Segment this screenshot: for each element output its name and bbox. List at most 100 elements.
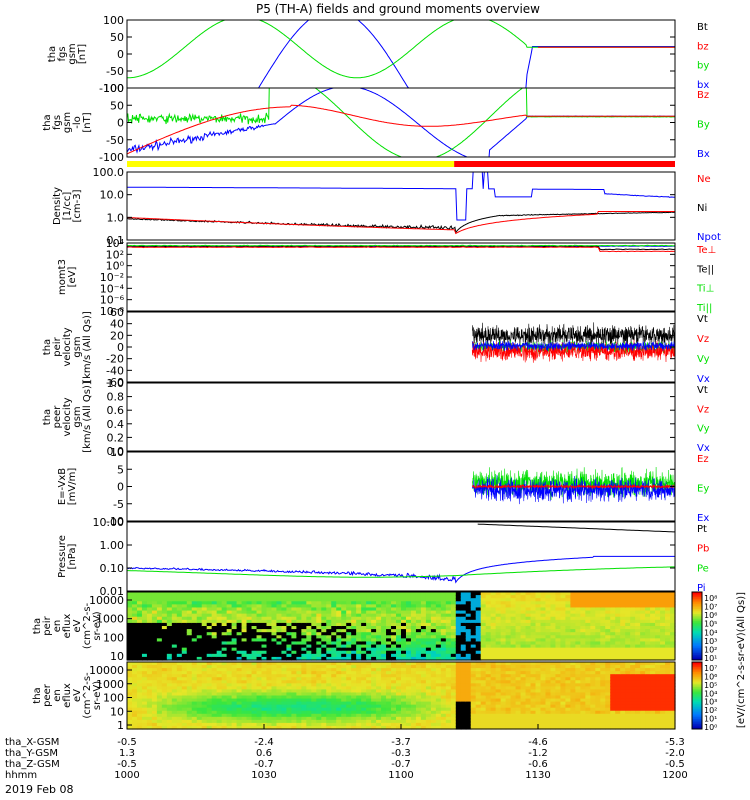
heatmap-cell [131,674,138,678]
heatmap-cell [490,616,497,621]
heatmap-cell [575,704,581,709]
heatmap-cell [176,689,183,694]
heatmap-cell [231,725,238,730]
heatmap-cell [610,638,616,643]
heatmap-cell [401,592,407,596]
heatmap-cell [430,665,437,669]
heatmap-cell [186,710,193,715]
heatmap-cell [455,674,462,678]
heatmap-cell [650,616,656,621]
heatmap-cell [301,638,307,643]
heatmap-cell [520,619,527,624]
heatmap-cell [665,601,671,605]
heatmap-cell [525,626,532,630]
heatmap-cell [366,616,372,621]
heatmap-cell [465,683,472,687]
heatmap-cell [585,638,591,643]
heatmap-cell [540,680,547,684]
heatmap-cell [545,656,552,661]
heatmap-cell [610,719,616,724]
heatmap-cell [570,607,576,612]
heatmap-cell [376,650,382,655]
heatmap-cell [321,719,327,724]
heatmap-cell [186,695,193,700]
heatmap-cell [331,722,337,727]
heatmap-cell [396,707,402,712]
heatmap-cell [535,671,542,675]
heatmap-cell [336,719,342,724]
heatmap-cell [341,610,347,615]
heatmap-cell [186,674,193,678]
heatmap-cell [595,598,601,602]
heatmap-cell [271,595,278,599]
heatmap-cell [236,592,243,596]
heatmap-cell [261,665,268,669]
heatmap-cell [226,595,233,599]
heatmap-cell [450,641,457,646]
trace-E2 [471,483,675,490]
heatmap-cell [630,629,636,633]
heatmap-cell [291,616,297,621]
heatmap-cell [231,656,238,661]
heatmap-cell [206,668,213,672]
heatmap-cell [475,629,482,633]
heatmap-cell [420,674,427,678]
heatmap-cell [336,622,342,627]
heatmap-cell [127,641,133,646]
heatmap-cell [470,610,477,615]
heatmap-cell [371,677,377,681]
heatmap-cell [495,716,502,721]
heatmap-cell [191,674,198,678]
heatmap-cell [336,701,342,706]
heatmap-cell [161,689,168,694]
heatmap-cell [525,677,532,681]
heatmap-cell [435,650,442,655]
heatmap-cell [470,665,477,669]
heatmap-cell [211,626,218,630]
heatmap-cell [296,719,302,724]
heatmap-cell [196,595,203,599]
heatmap-cell [216,616,223,621]
heatmap-cell [610,680,616,684]
heatmap-cell [605,668,611,672]
heatmap-cell [201,716,208,721]
heatmap-cell [131,604,138,609]
heatmap-cell [580,598,586,602]
heatmap-cell [405,710,412,715]
heatmap-cell [490,692,497,697]
heatmap-cell [635,704,641,709]
heatmap-cell [316,592,322,596]
heatmap-cell [236,626,243,630]
heatmap-cell [206,607,213,612]
ytick-label: 10⁴ [106,237,125,250]
heatmap-cell [490,716,497,721]
heatmap-cell [480,647,487,652]
heatmap-cell [306,616,312,621]
heatmap-cell [445,689,452,694]
heatmap-cell [455,610,462,615]
heatmap-cell [445,665,452,669]
heatmap-cell [291,601,297,605]
heatmap-cell [386,692,392,697]
heatmap-cell [615,592,621,596]
heatmap-cell [420,671,427,675]
heatmap-cell [266,695,273,700]
heatmap-cell [361,701,367,706]
heatmap-cell [386,635,392,639]
heatmap-cell [336,629,342,633]
heatmap-cell [550,598,557,602]
heatmap-cell [420,626,427,630]
heatmap-cell [635,604,641,609]
heatmap-cell [610,674,616,678]
heatmap-cell [520,722,527,727]
ylabel-line: eflux [62,614,73,639]
heatmap-cell [510,601,517,605]
heatmap-cell [565,647,571,652]
heatmap-cell [490,604,497,609]
ytick-label: 10⁻⁸ [100,305,125,318]
heatmap-cell [186,656,193,661]
heatmap-cell [146,647,153,652]
heatmap-cell [505,610,512,615]
heatmap-cell [515,622,522,627]
heatmap-cell [440,722,447,727]
